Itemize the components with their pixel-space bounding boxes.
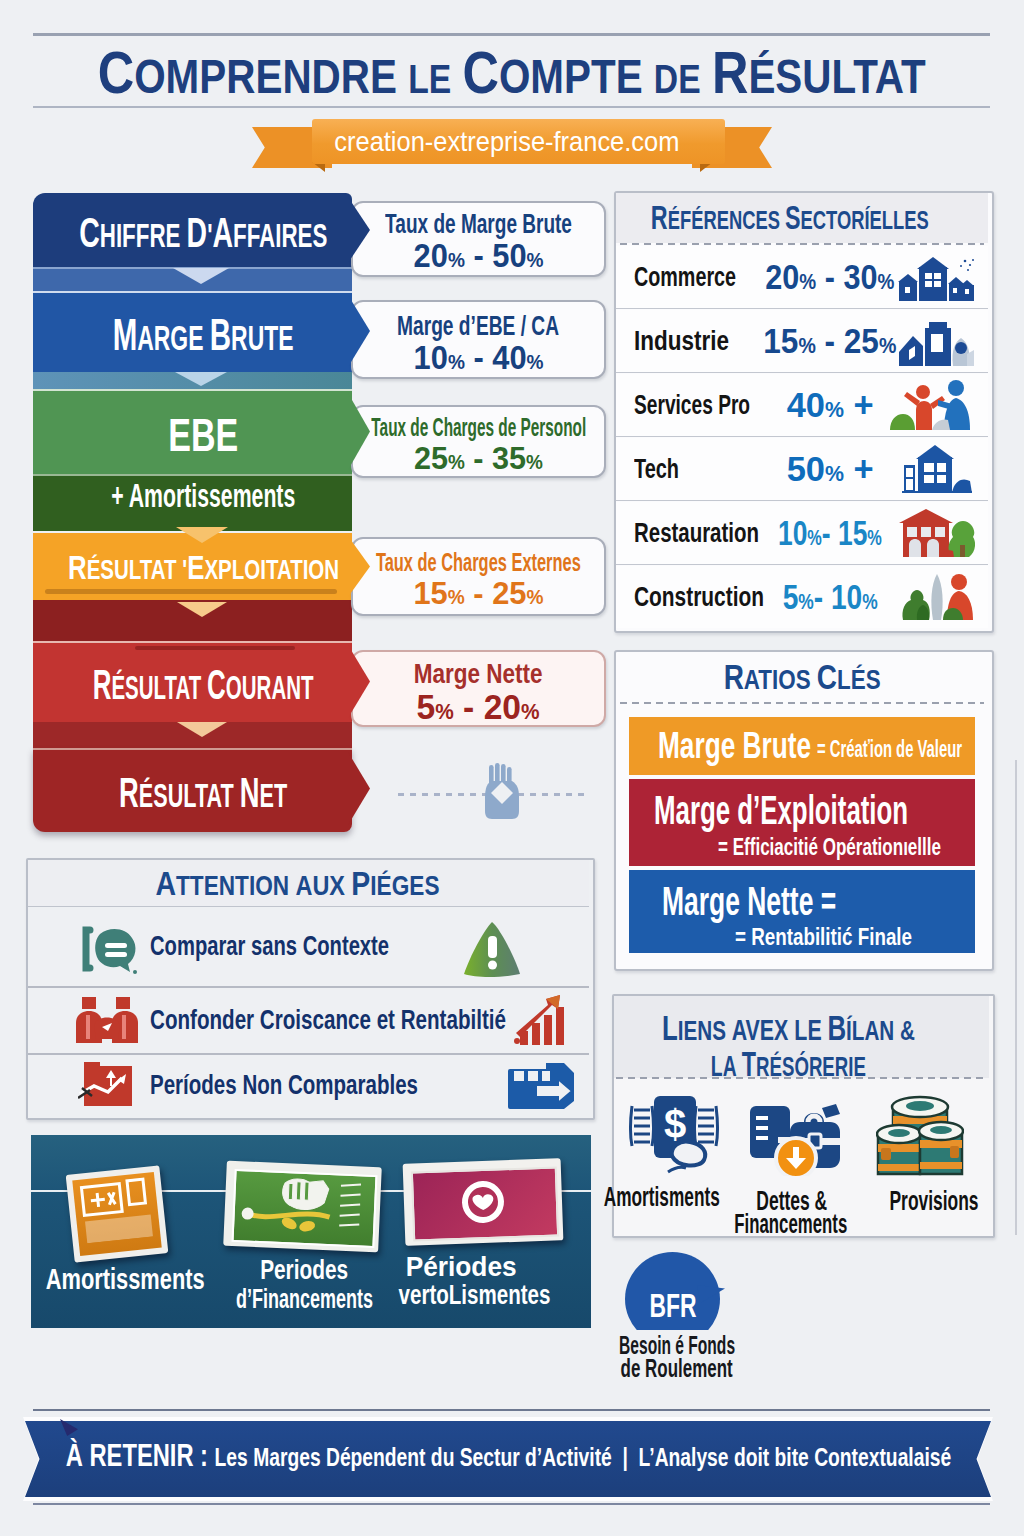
svg-text:$: $ [664,1102,686,1146]
